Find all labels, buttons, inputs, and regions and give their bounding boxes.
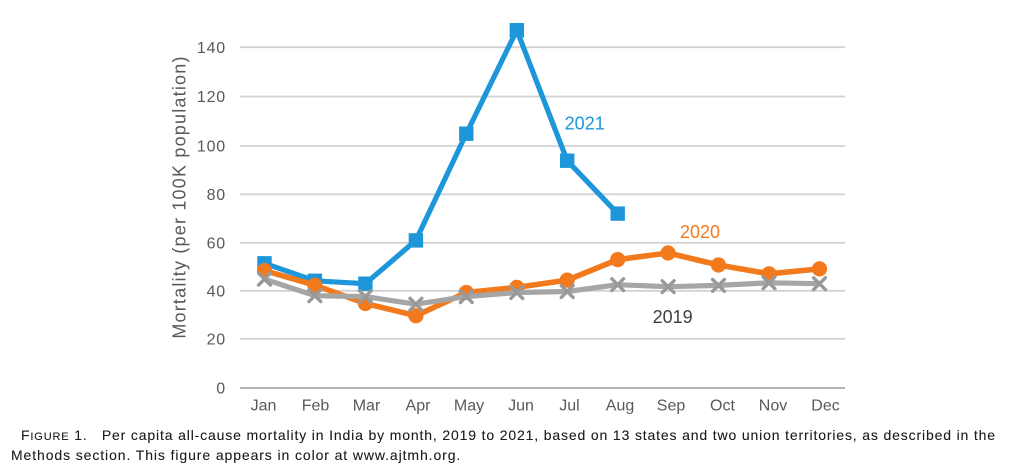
svg-text:Aug: Aug — [606, 398, 634, 415]
svg-text:2020: 2020 — [680, 222, 720, 242]
svg-text:120: 120 — [197, 89, 226, 106]
svg-text:100: 100 — [197, 139, 226, 156]
svg-text:Apr: Apr — [406, 398, 432, 415]
svg-text:Dec: Dec — [811, 398, 839, 415]
svg-text:140: 140 — [197, 40, 226, 57]
svg-text:Jun: Jun — [508, 398, 534, 415]
svg-text:May: May — [454, 398, 484, 415]
svg-text:Jul: Jul — [559, 398, 579, 415]
svg-text:Mortality (per 100K population: Mortality (per 100K population) — [170, 55, 190, 338]
svg-text:0: 0 — [216, 381, 226, 398]
svg-text:Jan: Jan — [251, 398, 277, 415]
svg-text:20: 20 — [207, 332, 226, 349]
svg-text:2021: 2021 — [565, 114, 605, 134]
svg-text:Nov: Nov — [759, 398, 787, 415]
svg-text:40: 40 — [207, 284, 226, 301]
svg-text:Mar: Mar — [353, 398, 381, 415]
svg-text:Sep: Sep — [657, 398, 686, 415]
svg-text:Feb: Feb — [302, 398, 330, 415]
svg-text:2019: 2019 — [653, 307, 693, 327]
svg-text:80: 80 — [207, 187, 226, 204]
svg-text:60: 60 — [207, 236, 226, 253]
svg-text:Oct: Oct — [710, 398, 735, 415]
